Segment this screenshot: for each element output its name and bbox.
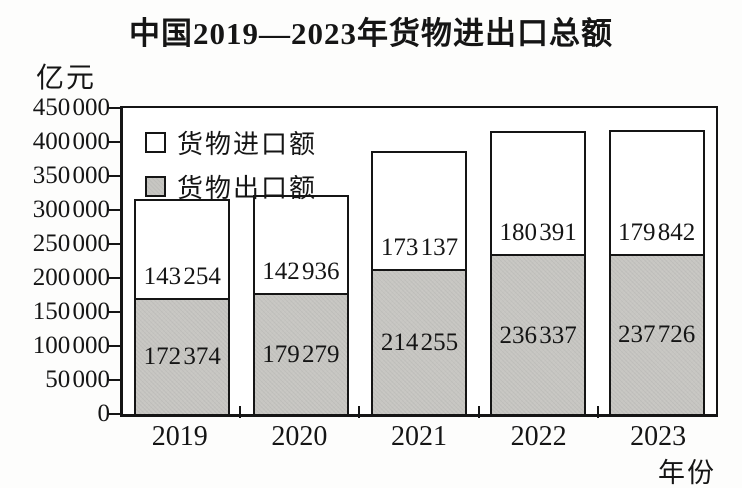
stacked-bar: 173 137 214 255 bbox=[371, 150, 468, 414]
import-value-label: 180 391 bbox=[499, 219, 577, 247]
legend-item-export: 货物出口额 bbox=[145, 168, 317, 205]
bars-container: 143 254 172 374 142 936 179 279 173 137 214 2… bbox=[123, 108, 716, 414]
import-value-label: 142 936 bbox=[262, 258, 340, 286]
x-category-label: 2022 bbox=[510, 421, 567, 452]
import-segment: 173 137 bbox=[373, 152, 466, 270]
y-tick-label: 150 000 bbox=[32, 298, 110, 325]
import-value-label: 173 137 bbox=[380, 234, 459, 262]
export-segment: 236 337 bbox=[492, 254, 585, 414]
y-tick-mark bbox=[109, 141, 120, 143]
export-value-label: 172 374 bbox=[143, 343, 221, 371]
y-tick-label: 250 000 bbox=[32, 230, 110, 257]
y-tick-mark bbox=[109, 209, 120, 211]
bar-column: 143 254 172 374 bbox=[123, 108, 242, 414]
import-segment: 143 254 bbox=[136, 201, 229, 298]
export-segment: 214 255 bbox=[373, 269, 466, 414]
export-value-label: 179 279 bbox=[262, 341, 340, 369]
export-value-label: 214 255 bbox=[380, 329, 459, 357]
x-tick-mark bbox=[597, 406, 600, 418]
y-tick-label: 350 000 bbox=[32, 162, 110, 189]
y-tick-mark bbox=[109, 379, 120, 381]
y-tick-label: 400 000 bbox=[32, 128, 110, 155]
plot-area: 143 254 172 374 142 936 179 279 173 137 214 2… bbox=[120, 106, 718, 417]
legend-export-label: 货物出口额 bbox=[177, 174, 318, 203]
stacked-bar: 142 936 179 279 bbox=[252, 194, 349, 414]
export-value-label: 237 726 bbox=[618, 321, 696, 349]
x-category-label: 2023 bbox=[630, 421, 687, 452]
x-axis-labels: 2019 2020 2021 2022 2023 bbox=[120, 421, 718, 453]
export-value-label: 236 337 bbox=[499, 321, 577, 349]
y-tick-label: 50 000 bbox=[45, 366, 110, 393]
legend-import-label: 货物进口额 bbox=[177, 130, 318, 159]
legend-item-import: 货物进口额 bbox=[145, 124, 317, 161]
import-segment: 142 936 bbox=[254, 196, 347, 294]
y-tick-label: 450 000 bbox=[32, 94, 110, 121]
export-segment: 237 726 bbox=[610, 253, 703, 414]
x-tick-mark bbox=[358, 406, 361, 418]
bar-column: 142 936 179 279 bbox=[242, 108, 361, 414]
y-tick-mark bbox=[109, 243, 120, 245]
y-axis-unit-label: 亿元 bbox=[36, 63, 97, 94]
y-tick-mark bbox=[109, 311, 120, 313]
y-tick-label: 0 bbox=[97, 400, 111, 427]
y-tick-mark bbox=[109, 277, 120, 279]
import-value-label: 143 254 bbox=[143, 262, 221, 290]
import-value-label: 179 842 bbox=[618, 218, 696, 246]
chart-title: 中国2019—2023年货物进出口总额 bbox=[129, 16, 613, 51]
y-tick-label: 200 000 bbox=[32, 264, 110, 291]
x-tick-mark bbox=[477, 406, 480, 418]
y-tick-mark bbox=[109, 413, 120, 415]
export-segment: 172 374 bbox=[136, 297, 229, 414]
y-tick-mark bbox=[109, 175, 120, 177]
bar-column: 173 137 214 255 bbox=[360, 108, 479, 414]
x-tick-mark bbox=[238, 406, 241, 418]
stacked-bar: 180 391 236 337 bbox=[490, 130, 587, 414]
stacked-bar: 143 254 172 374 bbox=[134, 199, 231, 414]
x-category-label: 2020 bbox=[271, 421, 328, 452]
bar-column: 179 842 237 726 bbox=[597, 108, 716, 414]
export-segment: 179 279 bbox=[254, 293, 347, 414]
import-swatch-icon bbox=[145, 132, 166, 153]
bar-column: 180 391 236 337 bbox=[479, 108, 598, 414]
x-category-label: 2019 bbox=[151, 421, 208, 452]
y-tick-label: 100 000 bbox=[32, 332, 110, 359]
y-tick-mark bbox=[109, 107, 120, 109]
export-swatch-icon bbox=[145, 176, 166, 197]
x-axis-unit-label: 年份 bbox=[658, 458, 716, 488]
import-segment: 179 842 bbox=[610, 132, 703, 254]
y-tick-mark bbox=[109, 345, 120, 347]
legend: 货物进口额 货物出口额 bbox=[145, 124, 317, 205]
stacked-bar: 179 842 237 726 bbox=[608, 130, 705, 414]
import-segment: 180 391 bbox=[492, 132, 585, 255]
x-category-label: 2021 bbox=[390, 421, 447, 452]
y-tick-label: 300 000 bbox=[32, 196, 110, 223]
